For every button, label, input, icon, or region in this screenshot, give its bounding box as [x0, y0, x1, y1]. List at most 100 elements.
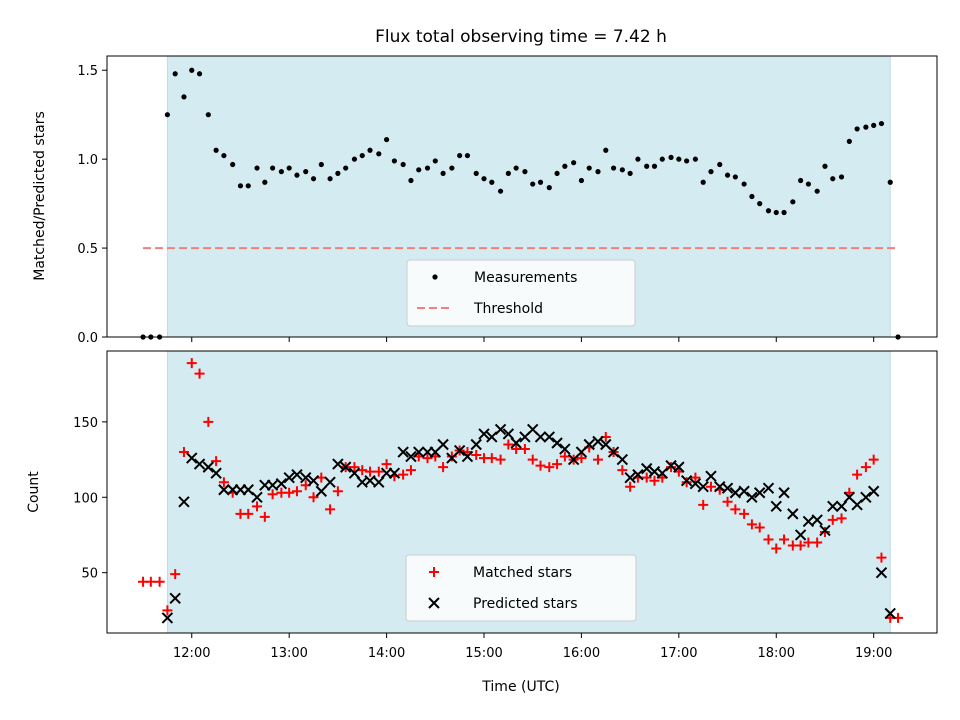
- predicted-stars-point: [275, 477, 288, 490]
- measurement-point: [464, 152, 471, 159]
- measurement-point: [164, 112, 170, 118]
- x-tick-label: 16:00: [563, 646, 600, 661]
- measurement-point: [610, 165, 617, 171]
- matched-stars-point: [218, 477, 229, 488]
- chart-title: Flux total observing time = 7.42 h: [375, 27, 667, 47]
- predicted-stars-point: [819, 524, 831, 537]
- predicted-stars-point: [534, 431, 547, 443]
- predicted-stars-point: [697, 481, 709, 493]
- y-tick-label: 100: [73, 491, 98, 506]
- matched-stars-point: [194, 368, 205, 379]
- measurement-point: [408, 177, 414, 184]
- measurement-point: [196, 71, 203, 77]
- predicted-stars-point: [510, 437, 522, 449]
- matched-stars-point: [868, 454, 879, 465]
- matched-stars-point: [252, 501, 263, 512]
- measurement-point: [603, 147, 609, 153]
- predicted-stars-point: [251, 491, 263, 503]
- measurement-point: [676, 156, 682, 162]
- predicted-stars-point: [770, 500, 782, 513]
- matched-stars-point: [446, 451, 457, 462]
- matched-stars-point: [681, 477, 692, 488]
- predicted-stars-point: [794, 529, 807, 541]
- predicted-stars-point: [640, 462, 653, 475]
- matched-stars-point: [771, 543, 782, 554]
- measurement-point: [571, 160, 577, 166]
- predicted-stars-point: [300, 471, 312, 484]
- matched-stars-point: [739, 508, 750, 519]
- measurement-point: [189, 67, 195, 73]
- matched-stars-point: [349, 462, 360, 473]
- predicted-stars-point: [551, 437, 563, 449]
- series-plus: [138, 358, 904, 623]
- measurement-point: [359, 152, 365, 159]
- matched-stars-point: [795, 540, 806, 551]
- predicted-stars-point: [762, 482, 775, 494]
- matched-stars-point: [291, 486, 302, 497]
- legend-label: Predicted stars: [473, 596, 578, 612]
- measurement-point: [335, 170, 341, 176]
- matched-stars-point: [259, 511, 270, 522]
- measurement-point: [489, 179, 495, 185]
- predicted-stars-point: [827, 500, 839, 513]
- measurement-point: [481, 176, 487, 182]
- measurement-point: [303, 169, 309, 175]
- matched-stars-point: [519, 444, 530, 455]
- matched-stars-point: [754, 522, 765, 533]
- x-tick-label: 14:00: [368, 646, 405, 661]
- matched-stars-point: [422, 453, 433, 464]
- measurement-point: [497, 188, 504, 194]
- matched-stars-point: [186, 358, 197, 369]
- matched-stars-point: [503, 439, 514, 450]
- matched-stars-point: [827, 514, 838, 525]
- predicted-stars-point: [721, 482, 734, 494]
- measurement-point: [651, 163, 658, 169]
- measurement-point: [732, 174, 738, 180]
- measurement-point: [294, 172, 300, 178]
- matched-stars-point: [552, 459, 563, 470]
- bottom-y-axis-label: Count: [26, 471, 42, 513]
- series-x: [161, 423, 896, 624]
- predicted-stars-point: [218, 484, 230, 496]
- measurement-point: [432, 158, 438, 164]
- matched-stars-point: [730, 504, 741, 515]
- measurement-point: [367, 147, 373, 153]
- measurement-point: [440, 170, 446, 176]
- predicted-stars-point: [543, 431, 555, 443]
- predicted-stars-point: [193, 458, 206, 470]
- predicted-stars-point: [210, 467, 222, 479]
- measurement-point: [644, 163, 650, 169]
- predicted-stars-point: [266, 479, 279, 491]
- predicted-stars-point: [802, 515, 815, 528]
- measurement-point: [668, 154, 674, 160]
- x-tick-label: 18:00: [758, 646, 795, 661]
- matched-stars-point: [559, 451, 570, 462]
- predicted-stars-point: [746, 491, 758, 503]
- predicted-stars-point: [875, 566, 888, 579]
- measurement-point: [416, 167, 422, 173]
- measurement-point: [790, 199, 796, 205]
- matched-stars-point: [398, 469, 409, 480]
- measurement-point: [871, 122, 877, 128]
- matched-stars-point: [746, 519, 757, 530]
- predicted-stars-point: [348, 467, 361, 479]
- matched-stars-point: [860, 462, 871, 473]
- measurement-point: [254, 165, 260, 171]
- matched-stars-point: [243, 508, 254, 519]
- predicted-stars-point: [592, 435, 604, 448]
- measurement-point: [205, 112, 211, 118]
- measurement-point: [449, 165, 455, 171]
- measurement-point: [278, 169, 284, 175]
- bottom-panel: 50 100 150 12:00 13:00 14:00 15:00 16:00 17:00 18…: [73, 350, 938, 661]
- measurement-point: [376, 151, 382, 157]
- predicted-stars-point: [787, 508, 799, 520]
- measurement-point: [878, 120, 885, 127]
- legend-label: Threshold: [473, 301, 543, 317]
- matched-stars-point: [625, 481, 636, 492]
- measurement-point: [627, 170, 633, 176]
- legend-dot-icon: [432, 274, 438, 280]
- matched-stars-point: [722, 496, 733, 507]
- matched-stars-point: [170, 569, 181, 580]
- measurement-point: [749, 193, 755, 200]
- measurement-point: [684, 158, 690, 164]
